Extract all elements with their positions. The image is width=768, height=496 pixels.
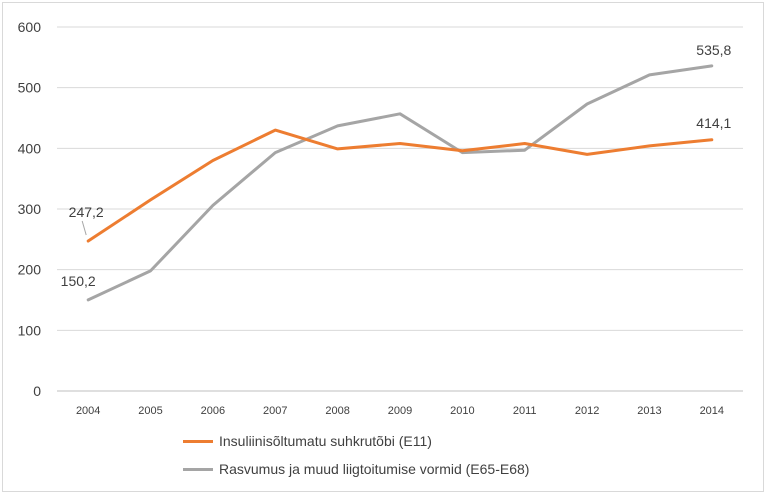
y-tick-label: 600 <box>18 19 42 35</box>
x-tick-label: 2010 <box>450 405 474 417</box>
y-tick-label: 0 <box>33 383 41 399</box>
x-tick-label: 2011 <box>513 405 537 417</box>
x-tick-label: 2006 <box>201 405 225 417</box>
x-tick-label: 2008 <box>325 405 349 417</box>
data-label-e11-first: 247,2 <box>69 204 104 220</box>
data-label-e65-last: 535,8 <box>696 42 731 58</box>
x-tick-label: 2012 <box>575 405 599 417</box>
data-label-e65-first: 150,2 <box>61 273 96 289</box>
leader-line <box>81 220 87 236</box>
legend-item-e65-e68: Rasvumus ja muud liigtoitumise vormid (E… <box>183 459 529 479</box>
legend-label-e11: Insuliinisõltumatu suhkrutõbi (E11) <box>219 433 432 449</box>
data-label-e11-last: 414,1 <box>696 115 731 131</box>
x-tick-label: 2013 <box>637 405 661 417</box>
legend-label-e65-e68: Rasvumus ja muud liigtoitumise vormid (E… <box>219 461 530 477</box>
legend-swatch-e65-e68 <box>183 467 213 471</box>
y-tick-label: 400 <box>18 140 42 156</box>
x-tick-label: 2007 <box>263 405 287 417</box>
legend-item-e11: Insuliinisõltumatu suhkrutõbi (E11) <box>183 431 432 451</box>
series-line-1 <box>86 64 714 302</box>
series-line-0 <box>86 128 714 243</box>
line-chart: 0 100 200 300 400 500 600 2004 2005 2006 2007 2008… <box>18 19 743 417</box>
x-tick-label: 2014 <box>700 405 724 417</box>
y-tick-label: 100 <box>18 322 42 338</box>
y-tick-label: 500 <box>18 80 42 96</box>
x-tick-label: 2009 <box>388 405 412 417</box>
x-tick-label: 2005 <box>138 405 162 417</box>
y-tick-label: 300 <box>18 201 42 217</box>
legend-swatch-e11 <box>183 439 213 443</box>
x-tick-label: 2004 <box>76 405 100 417</box>
y-tick-label: 200 <box>18 262 42 278</box>
